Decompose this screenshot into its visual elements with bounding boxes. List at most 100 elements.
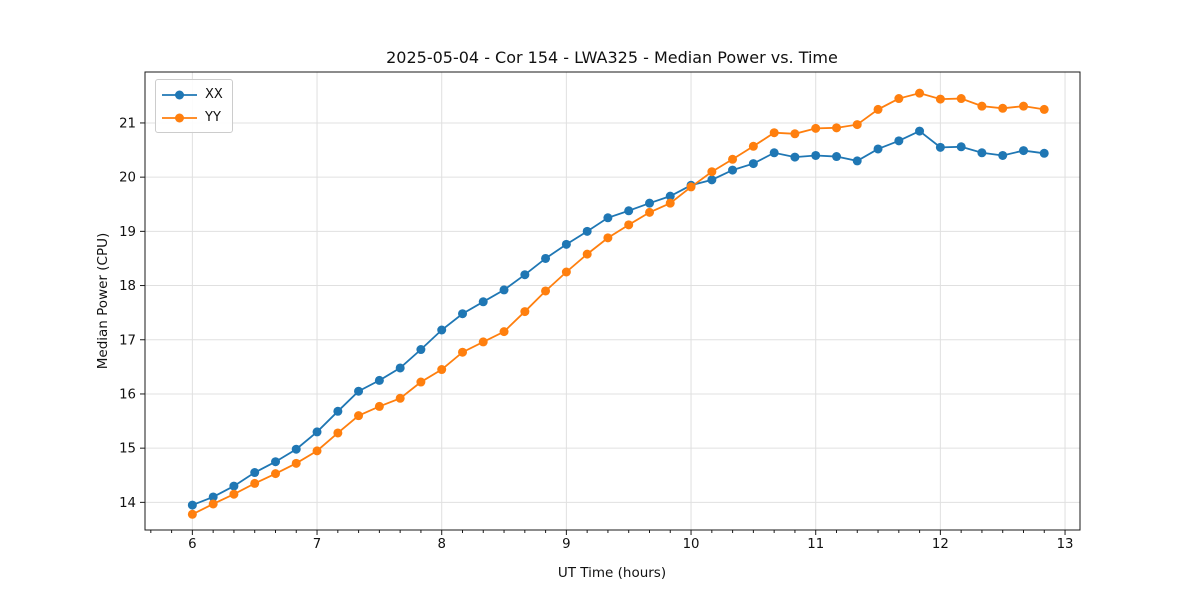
data-point xyxy=(790,152,800,162)
data-point xyxy=(769,128,779,138)
data-point xyxy=(561,239,571,249)
x-tick-label: 11 xyxy=(807,537,824,552)
y-tick-label: 19 xyxy=(119,225,136,240)
data-point xyxy=(291,458,301,468)
data-point xyxy=(291,444,301,454)
data-point xyxy=(250,478,260,488)
x-axis-minor-ticks xyxy=(150,530,1045,533)
legend: XX YY xyxy=(155,79,233,133)
data-point xyxy=(561,267,571,277)
data-point xyxy=(852,120,862,130)
data-point xyxy=(312,446,322,456)
data-point xyxy=(977,101,987,111)
data-point xyxy=(624,220,634,230)
x-axis-label: UT Time (hours) xyxy=(558,565,666,581)
legend-label: YY xyxy=(205,110,221,125)
data-point xyxy=(624,206,634,216)
series-XX xyxy=(187,126,1049,510)
data-point xyxy=(250,468,260,478)
data-point xyxy=(271,457,281,467)
data-point xyxy=(790,129,800,139)
x-tick-label: 10 xyxy=(683,537,700,552)
data-point xyxy=(873,104,883,114)
data-point xyxy=(1019,101,1029,111)
data-point xyxy=(852,156,862,166)
y-tick-label: 21 xyxy=(119,116,136,131)
data-point xyxy=(894,136,904,146)
x-tick-label: 8 xyxy=(437,537,445,552)
data-point xyxy=(312,427,322,437)
x-tick-label: 12 xyxy=(932,537,949,552)
data-point xyxy=(998,103,1008,113)
data-point xyxy=(748,141,758,151)
data-point xyxy=(458,347,468,357)
x-tick-label: 9 xyxy=(562,537,570,552)
y-tick-label: 20 xyxy=(119,171,136,186)
data-point xyxy=(520,307,530,317)
data-point xyxy=(499,327,509,337)
data-point xyxy=(811,150,821,160)
data-point xyxy=(935,142,945,152)
legend-swatch-1 xyxy=(162,113,197,122)
grid xyxy=(145,72,1080,530)
data-point xyxy=(416,345,426,355)
data-point xyxy=(645,207,655,217)
legend-swatch-0 xyxy=(162,90,197,99)
data-point xyxy=(208,492,218,502)
data-point xyxy=(894,94,904,104)
data-point xyxy=(603,233,613,243)
data-point xyxy=(728,154,738,164)
data-point xyxy=(977,148,987,158)
data-point xyxy=(395,393,405,403)
data-point xyxy=(187,500,197,510)
data-point xyxy=(520,270,530,280)
data-point xyxy=(873,144,883,154)
data-point xyxy=(1039,148,1049,158)
data-point xyxy=(665,191,675,201)
data-point xyxy=(374,375,384,385)
data-point xyxy=(333,406,343,416)
data-point xyxy=(832,123,842,133)
data-point xyxy=(645,198,655,208)
data-point xyxy=(541,286,551,296)
data-point xyxy=(728,165,738,175)
data-point xyxy=(832,152,842,162)
chart-title: 2025-05-04 - Cor 154 - LWA325 - Median P… xyxy=(386,48,838,67)
x-tick-label: 7 xyxy=(313,537,321,552)
data-point xyxy=(998,150,1008,160)
data-point xyxy=(603,213,613,223)
y-tick-label: 17 xyxy=(119,333,136,348)
data-point xyxy=(354,411,364,421)
data-point xyxy=(395,363,405,373)
data-point xyxy=(686,182,696,192)
legend-item-yy: YY xyxy=(162,107,223,128)
data-point xyxy=(437,365,447,375)
data-point xyxy=(229,481,239,491)
data-point xyxy=(541,253,551,263)
data-point xyxy=(187,509,197,519)
plot-area: 6 7 8 9 10 11 12 13 14 15 16 17 18 19 20 21 xyxy=(119,71,1081,552)
data-point xyxy=(707,175,717,185)
data-point xyxy=(499,285,509,295)
data-point xyxy=(915,88,925,98)
data-point xyxy=(935,94,945,104)
data-point xyxy=(665,198,675,208)
data-point xyxy=(478,337,488,347)
data-point xyxy=(333,428,343,438)
data-point xyxy=(748,159,758,169)
data-point xyxy=(271,469,281,479)
y-axis: 14 15 16 17 18 19 20 21 xyxy=(119,116,145,511)
data-point xyxy=(208,499,218,509)
plot-border xyxy=(144,71,1081,531)
y-tick-label: 16 xyxy=(119,387,136,402)
x-tick-label: 6 xyxy=(188,537,196,552)
x-tick-label: 13 xyxy=(1057,537,1074,552)
data-point xyxy=(458,309,468,319)
data-point xyxy=(374,401,384,411)
data-point xyxy=(229,489,239,499)
data-point xyxy=(956,94,966,104)
x-axis: 6 7 8 9 10 11 12 13 xyxy=(188,530,1074,552)
data-point xyxy=(582,226,592,236)
data-point xyxy=(437,325,447,335)
